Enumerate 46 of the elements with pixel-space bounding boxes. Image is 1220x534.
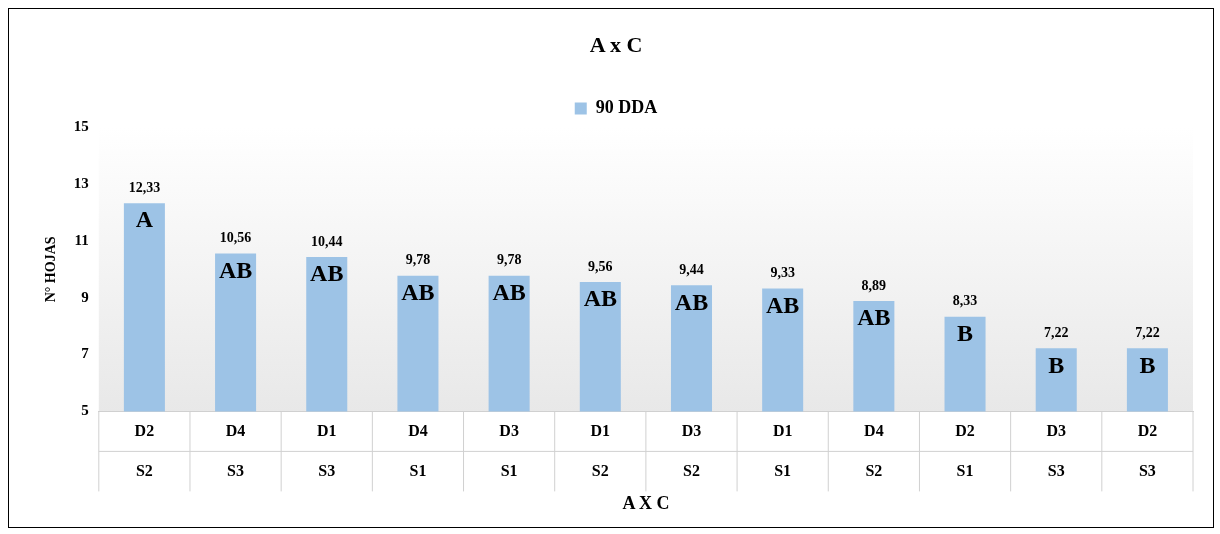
- annotation: AB: [857, 304, 891, 331]
- annotation: AB: [218, 256, 253, 283]
- data-label: 9,78: [405, 252, 431, 268]
- data-label: 9,44: [679, 261, 704, 277]
- annotation: B: [957, 320, 974, 347]
- data-label: 8,89: [861, 277, 887, 293]
- data-label: 7,22: [1135, 324, 1160, 340]
- y-tick-label: 5: [81, 402, 89, 419]
- data-label: 10,44: [311, 233, 343, 249]
- category-label: D1 S2: [590, 421, 611, 479]
- data-label: 12,33: [128, 179, 161, 195]
- data-label: 9,56: [588, 258, 613, 274]
- annotation: AB: [674, 288, 709, 315]
- category-label: D2 S1: [955, 421, 975, 479]
- data-label: 7,22: [1043, 324, 1069, 340]
- data-label: 10,56: [219, 230, 252, 246]
- y-tick-label: 13: [73, 175, 89, 192]
- y-tick-label: 11: [74, 231, 89, 248]
- category-label: D4 S3: [225, 421, 246, 479]
- x-axis-title: A X C: [622, 492, 670, 513]
- y-tick-label: 7: [81, 345, 90, 362]
- chart-title: A x C: [589, 31, 643, 57]
- category-label: D1 S3: [316, 421, 337, 479]
- data-label: 9,78: [496, 252, 522, 268]
- category-label: D2 S2: [134, 421, 155, 479]
- category-label: D3 S1: [499, 421, 519, 479]
- category-label: D4 S1: [408, 421, 428, 479]
- annotation: AB: [583, 285, 617, 312]
- annotation: AB: [492, 278, 526, 305]
- legend-label: 90 DDA: [595, 97, 658, 118]
- category-label: D1 S1: [772, 421, 793, 479]
- category-label: D4 S2: [864, 421, 884, 479]
- y-axis-title: N° HOJAS: [43, 236, 59, 303]
- category-label: D2 S3: [1137, 421, 1158, 479]
- y-tick-label: 15: [73, 118, 89, 135]
- annotation: AB: [401, 278, 435, 305]
- annotation: AB: [310, 260, 344, 287]
- y-tick-label: 9: [81, 288, 89, 305]
- annotation: A: [135, 206, 154, 233]
- category-label: D3 S3: [1046, 421, 1067, 479]
- annotation: AB: [766, 291, 800, 318]
- annotation: B: [1048, 351, 1065, 378]
- data-label: 8,33: [952, 293, 978, 309]
- category-label: D3 S2: [681, 421, 702, 479]
- annotation: B: [1139, 351, 1156, 378]
- data-label: 9,33: [770, 265, 795, 281]
